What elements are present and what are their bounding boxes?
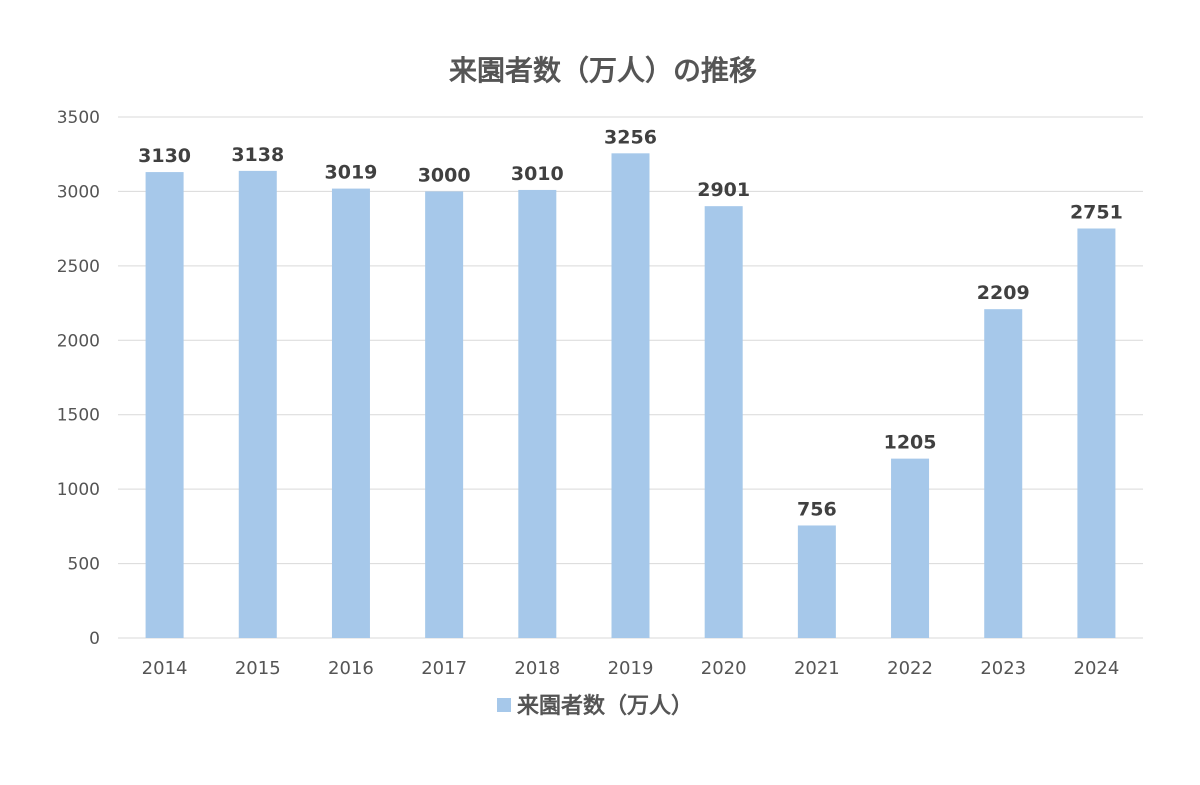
bar (611, 153, 650, 638)
data-label: 3138 (231, 144, 284, 166)
bars (145, 153, 1116, 638)
legend-label: 来園者数（万人） (516, 693, 693, 719)
y-tick-label: 1500 (57, 406, 100, 426)
bar (1077, 228, 1116, 638)
y-tick-label: 2000 (57, 331, 100, 351)
legend-swatch (497, 698, 511, 712)
bar (425, 191, 464, 638)
x-tick-label: 2024 (1074, 658, 1120, 679)
x-tick-label: 2023 (980, 658, 1026, 679)
data-label: 756 (797, 498, 837, 520)
bar (145, 172, 184, 638)
y-tick-label: 3000 (57, 182, 100, 202)
y-tick-label: 2500 (57, 257, 100, 277)
chart-title: 来園者数（万人）の推移 (449, 54, 757, 87)
x-tick-label: 2021 (794, 658, 840, 679)
x-tick-label: 2017 (421, 658, 467, 679)
bar (331, 188, 370, 638)
bar (797, 525, 836, 638)
x-tick-label: 2020 (701, 658, 747, 679)
y-tick-label: 0 (89, 629, 100, 649)
data-label: 2901 (697, 179, 750, 201)
data-label: 3010 (511, 163, 564, 185)
y-tick-label: 500 (68, 555, 100, 575)
bar (704, 206, 743, 638)
bar (891, 458, 930, 638)
x-tick-label: 2014 (142, 658, 188, 679)
bar (518, 189, 557, 638)
bar (984, 309, 1023, 638)
data-label: 3130 (138, 145, 191, 167)
y-tick-label: 1000 (57, 480, 100, 500)
x-tick-label: 2022 (887, 658, 933, 679)
legend: 来園者数（万人） (497, 693, 693, 719)
data-label: 1205 (884, 432, 937, 454)
data-labels: 3130 3138 3019 3000 3010 3256 2901 756 1205 2209 2… (138, 126, 1123, 520)
x-axis-ticks: 2014 2015 2016 2017 2018 2019 2020 2021 2022 2023… (142, 658, 1120, 679)
data-label: 2209 (977, 282, 1030, 304)
y-axis-ticks: 0 500 1000 1500 2000 2500 3000 3500 (57, 108, 100, 649)
x-tick-label: 2019 (608, 658, 654, 679)
data-label: 3019 (325, 162, 378, 184)
y-tick-label: 3500 (57, 108, 100, 128)
x-tick-label: 2016 (328, 658, 374, 679)
data-label: 2751 (1070, 201, 1123, 223)
x-tick-label: 2018 (514, 658, 560, 679)
data-label: 3000 (418, 164, 471, 186)
data-label: 3256 (604, 126, 657, 148)
bar (238, 170, 277, 638)
x-tick-label: 2015 (235, 658, 281, 679)
